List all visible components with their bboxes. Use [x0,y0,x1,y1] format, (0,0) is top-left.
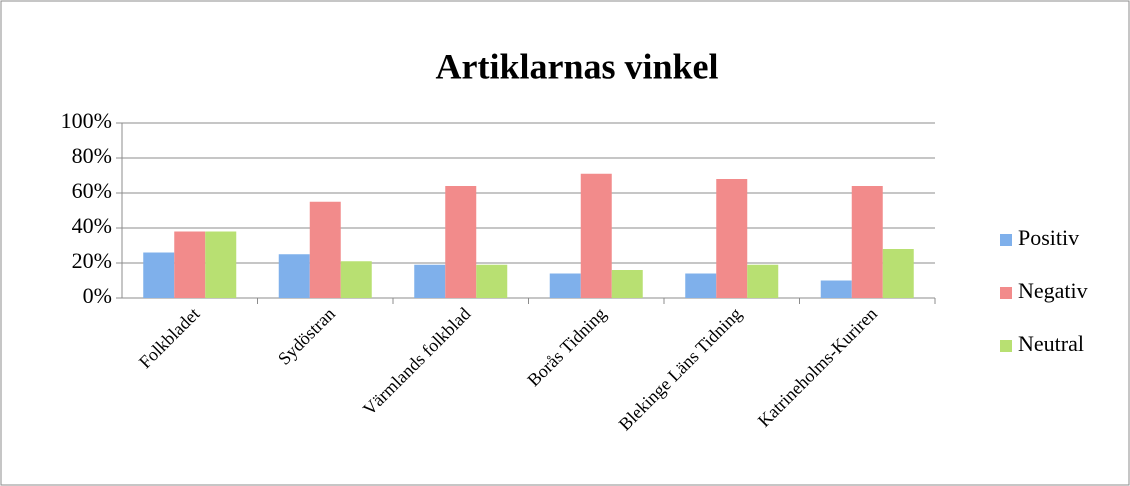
bar [716,179,748,298]
y-tick-label: 60% [72,178,112,203]
y-tick-label: 40% [72,213,112,238]
bar [309,201,341,298]
bar [611,270,643,298]
bar [174,231,206,298]
bar [445,186,477,298]
bar [882,249,914,298]
y-tick-label: 100% [61,108,112,133]
chart-title: Artiklarnas vinkel [435,46,718,86]
bar [414,264,446,298]
legend-label: Positiv [1018,225,1079,250]
bar [580,173,612,298]
bar [549,273,581,298]
bar [340,261,372,298]
legend-label: Neutral [1018,331,1084,356]
bar [143,252,175,298]
bar [685,273,717,298]
bar [476,264,508,298]
y-tick-label: 20% [72,248,112,273]
bar [278,254,310,298]
legend-swatch [1000,340,1012,352]
bar [205,231,237,298]
bar [851,186,883,298]
y-tick-label: 80% [72,143,112,168]
bar [747,264,779,298]
bar [820,280,852,298]
legend-swatch [1000,234,1012,246]
legend-label: Negativ [1018,278,1088,303]
legend-swatch [1000,287,1012,299]
y-tick-label: 0% [83,283,112,308]
